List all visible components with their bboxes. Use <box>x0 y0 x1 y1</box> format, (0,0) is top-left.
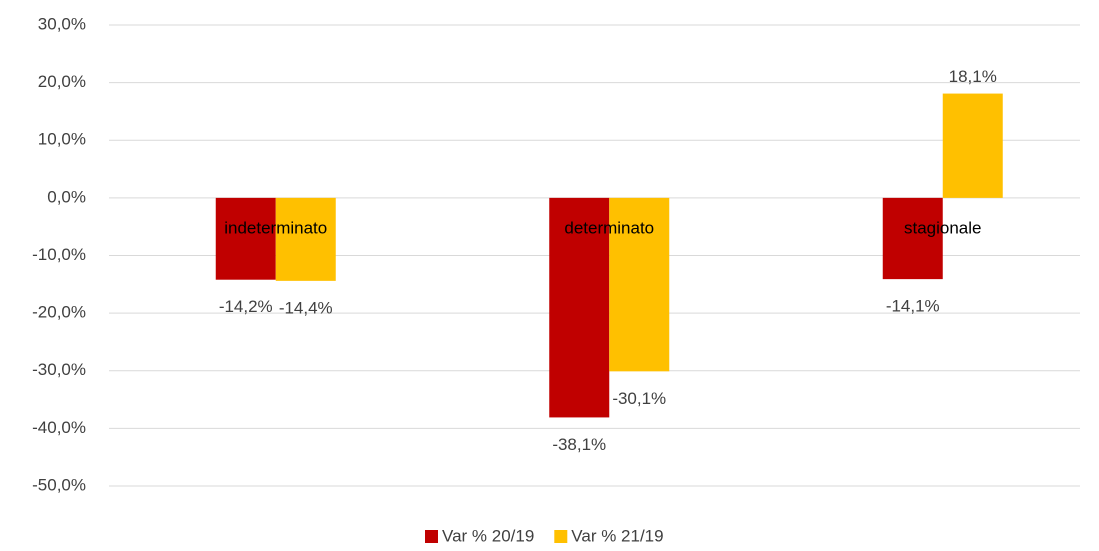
bar <box>549 197 610 418</box>
y-tick-label: -40,0% <box>32 418 86 437</box>
bar <box>215 197 276 280</box>
legend-label: Var % 20/19 <box>442 526 534 545</box>
x-tick-label: indeterminato <box>224 218 327 237</box>
y-tick-label: -30,0% <box>32 360 86 379</box>
bar <box>882 197 943 280</box>
y-tick-label: 20,0% <box>38 72 86 91</box>
data-label: -14,4% <box>279 298 333 317</box>
x-tick-label: determinato <box>564 218 654 237</box>
bar <box>942 93 1003 198</box>
y-tick-label: -20,0% <box>32 303 86 322</box>
y-tick-label: 10,0% <box>38 130 86 149</box>
bar <box>275 197 336 281</box>
legend-swatch <box>425 530 438 543</box>
data-label: 18,1% <box>949 67 997 86</box>
y-tick-label: 0,0% <box>47 187 86 206</box>
legend-label: Var % 21/19 <box>571 526 663 545</box>
data-label: -14,2% <box>219 297 273 316</box>
y-tick-label: -10,0% <box>32 245 86 264</box>
legend-swatch <box>554 530 568 543</box>
x-tick-label: stagionale <box>904 218 982 237</box>
bar <box>609 197 670 372</box>
y-tick-label: 30,0% <box>38 14 86 33</box>
y-tick-label: -50,0% <box>32 475 86 494</box>
data-label: -30,1% <box>612 389 666 408</box>
data-label: -38,1% <box>552 435 606 454</box>
data-label: -14,1% <box>886 297 940 316</box>
